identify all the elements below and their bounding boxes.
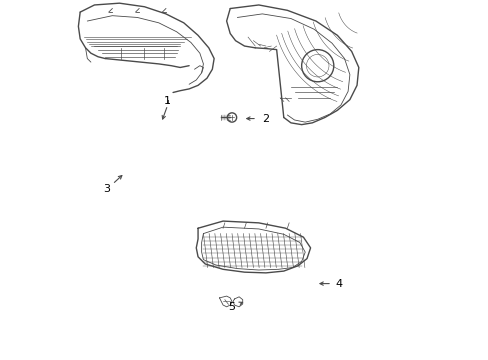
Text: 1: 1 — [164, 96, 171, 107]
Text: 5: 5 — [228, 302, 235, 312]
Text: 4: 4 — [335, 279, 342, 289]
Text: 2: 2 — [262, 113, 269, 123]
Text: 3: 3 — [103, 184, 110, 194]
